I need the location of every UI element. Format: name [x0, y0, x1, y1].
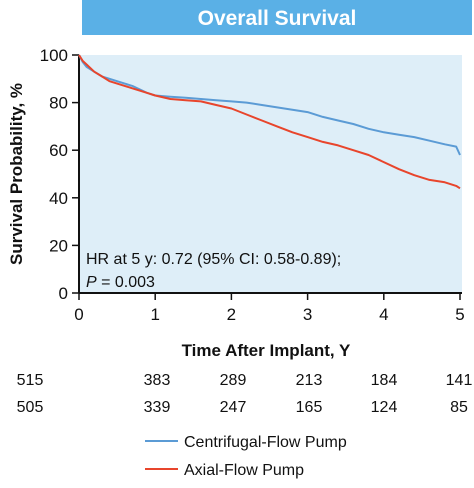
number-at-risk-cell: 184: [371, 372, 398, 389]
number-at-risk-cell: 213: [296, 372, 323, 389]
x-tick-label: 4: [379, 305, 388, 324]
legend-label-axial: Axial-Flow Pump: [184, 462, 304, 479]
legend: Centrifugal-Flow Pump Axial-Flow Pump: [145, 434, 347, 479]
y-ticks: 0 20 40 60 80 100: [40, 46, 79, 303]
chart-title: Overall Survival: [198, 7, 357, 30]
y-tick-label: 20: [49, 236, 68, 255]
number-at-risk-cell: 85: [450, 399, 468, 416]
x-tick-label: 3: [303, 305, 312, 324]
x-axis-title: Time After Implant, Y: [182, 341, 351, 360]
y-tick-label: 40: [49, 189, 68, 208]
number-at-risk-cell: 383: [144, 372, 171, 389]
x-tick-label: 2: [227, 305, 236, 324]
hr-annotation: HR at 5 y: 0.72 (95% CI: 0.58-0.89);: [86, 251, 341, 268]
y-tick-label: 100: [40, 46, 68, 65]
number-at-risk-cell: 515: [17, 372, 44, 389]
number-at-risk-cell: 247: [220, 399, 247, 416]
number-at-risk-table: 515 383 289 213 184 141 505 339 247 165 124 85: [17, 372, 473, 416]
series-lines: [78, 54, 461, 190]
x-tick-label: 0: [74, 305, 83, 324]
number-at-risk-cell: 124: [371, 399, 398, 416]
number-at-risk-cell: 165: [296, 399, 323, 416]
number-at-risk-cell: 289: [220, 372, 247, 389]
p-value-text: = 0.003: [97, 274, 155, 291]
p-symbol: P: [86, 274, 97, 291]
x-tick-label: 1: [150, 305, 159, 324]
y-axis-title: Survival Probability, %: [7, 83, 26, 265]
x-ticks: 0 1 2 3 4 5: [74, 293, 465, 324]
x-tick-label: 5: [455, 305, 464, 324]
y-tick-label: 0: [59, 284, 68, 303]
p-value-annotation: P = 0.003: [86, 274, 155, 291]
y-tick-label: 80: [49, 94, 68, 113]
survival-curve-centrifugal: [78, 54, 461, 156]
number-at-risk-cell: 505: [17, 399, 44, 416]
legend-label-centrifugal: Centrifugal-Flow Pump: [184, 434, 347, 451]
plot-area: [79, 55, 462, 293]
number-at-risk-cell: 339: [144, 399, 171, 416]
title-banner: [82, 0, 472, 35]
y-tick-label: 60: [49, 141, 68, 160]
number-at-risk-cell: 141: [446, 372, 473, 389]
survival-curve-axial: [78, 54, 461, 190]
